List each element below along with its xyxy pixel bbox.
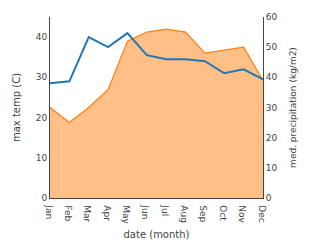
svg-text:Dec: Dec — [257, 205, 267, 222]
svg-text:Oct: Oct — [218, 205, 228, 221]
svg-text:med. precipitation (kg/m2): med. precipitation (kg/m2) — [288, 47, 298, 168]
svg-text:Nov: Nov — [237, 205, 247, 223]
svg-text:Feb: Feb — [63, 205, 73, 221]
svg-text:10: 10 — [266, 163, 278, 173]
svg-text:Mar: Mar — [82, 205, 92, 222]
svg-text:Jul: Jul — [160, 204, 170, 216]
svg-text:Sep: Sep — [198, 205, 208, 222]
svg-text:0: 0 — [266, 193, 272, 203]
svg-text:30: 30 — [36, 72, 48, 82]
svg-text:date (month): date (month) — [124, 229, 190, 240]
svg-text:40: 40 — [36, 32, 48, 42]
svg-text:Aug: Aug — [179, 205, 189, 223]
svg-text:Jun: Jun — [140, 204, 150, 219]
svg-text:20: 20 — [266, 133, 278, 143]
svg-text:Jan: Jan — [44, 204, 54, 219]
svg-text:60: 60 — [266, 12, 278, 22]
svg-text:20: 20 — [36, 113, 48, 123]
svg-text:40: 40 — [266, 72, 278, 82]
svg-text:Apr: Apr — [102, 205, 112, 221]
svg-text:50: 50 — [266, 42, 278, 52]
svg-text:max temp (C): max temp (C) — [11, 73, 22, 142]
svg-text:30: 30 — [266, 103, 278, 113]
svg-text:0: 0 — [41, 193, 47, 203]
svg-text:10: 10 — [36, 153, 48, 163]
svg-text:May: May — [121, 205, 131, 224]
